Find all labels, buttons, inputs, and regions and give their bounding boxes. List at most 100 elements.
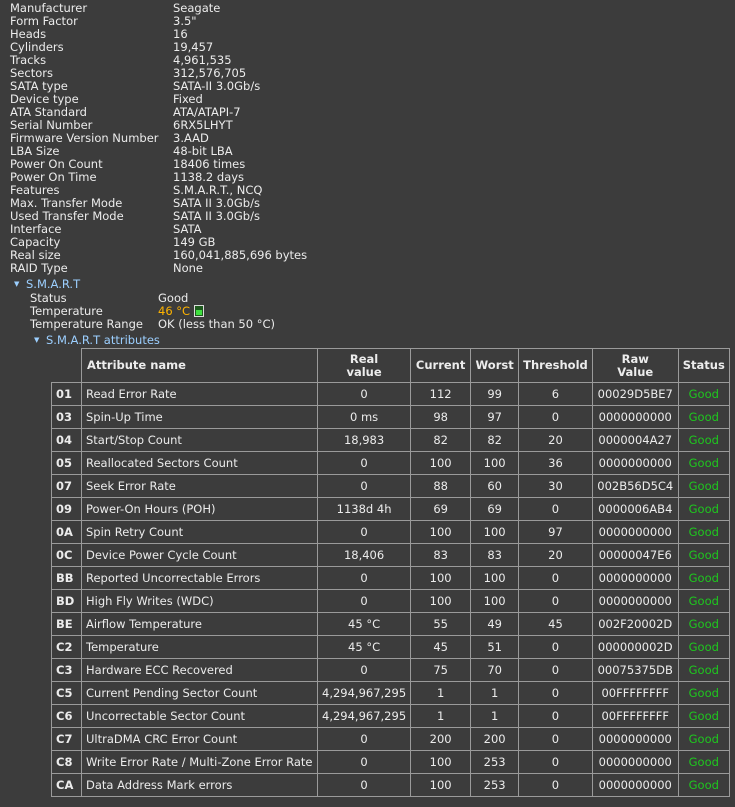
table-row[interactable]: C5 Current Pending Sector Count 4,294,967,… xyxy=(51,681,730,705)
property-value: 18406 times xyxy=(173,157,246,171)
raw-value: 0000004A27 xyxy=(591,428,679,452)
status-value: Good xyxy=(677,543,730,567)
header-current-text: Current xyxy=(415,358,466,372)
table-row[interactable]: 09 Power-On Hours (POH) 1138d 4h 69 69 0 00000… xyxy=(51,497,730,521)
table-row[interactable]: C2 Temperature 45 °C 45 51 0 000000002D Good xyxy=(51,635,730,659)
property-label: Interface xyxy=(10,222,62,236)
attribute-name: Device Power Cycle Count xyxy=(81,543,318,567)
header-real-value[interactable]: Real value xyxy=(316,348,412,383)
raw-value: 002B56D5C4 xyxy=(591,474,679,498)
smart-temperature-value-wrap: 46 °C xyxy=(158,305,205,318)
property-row: Capacity 149 GB xyxy=(0,236,735,249)
property-row: Serial Number 6RX5LHYT xyxy=(0,119,735,132)
status-value: Good xyxy=(677,428,730,452)
smart-attributes-header[interactable]: ▼ S.M.A.R.T attributes xyxy=(0,333,300,347)
table-row[interactable]: C6 Uncorrectable Sector Count 4,294,967,29… xyxy=(51,704,730,728)
property-value: SATA-II 3.0Gb/s xyxy=(173,79,261,93)
current-value: 1 xyxy=(410,681,472,705)
smart-status-value: Good xyxy=(158,291,189,305)
status-value: Good xyxy=(677,704,730,728)
header-attribute-name[interactable]: Attribute name xyxy=(81,348,318,383)
status-value: Good xyxy=(677,773,730,797)
worst-value: 49 xyxy=(470,612,520,636)
threshold-value: 45 xyxy=(518,612,593,636)
header-raw-value[interactable]: Raw Value xyxy=(591,348,679,383)
raw-value: 0000000000 xyxy=(591,451,679,475)
property-row: Sectors 312,576,705 xyxy=(0,67,735,80)
real-value: 0 ms xyxy=(316,405,412,429)
table-row[interactable]: C8 Write Error Rate / Multi-Zone Error Ra… xyxy=(51,750,730,774)
property-value: S.M.A.R.T., NCQ xyxy=(173,183,263,197)
raw-value: 0000006AB4 xyxy=(591,497,679,521)
smart-temperature-row: Temperature 46 °C xyxy=(0,305,400,318)
table-row[interactable]: 07 Seek Error Rate 0 88 60 30 002B56D5C4 Good xyxy=(51,474,730,498)
table-row[interactable]: 04 Start/Stop Count 18,983 82 82 20 0000004A27… xyxy=(51,428,730,452)
table-row[interactable]: C7 UltraDMA CRC Error Count 0 200 200 0 000000… xyxy=(51,727,730,751)
table-row[interactable]: BE Airflow Temperature 45 °C 55 49 45 002F2000… xyxy=(51,612,730,636)
real-value: 0 xyxy=(316,727,412,751)
table-row[interactable]: BB Reported Uncorrectable Errors 0 100 100 0 0… xyxy=(51,566,730,590)
real-value: 18,983 xyxy=(316,428,412,452)
table-row[interactable]: CA Data Address Mark errors 0 100 253 0 000000… xyxy=(51,773,730,797)
smart-temperature-range-row: Temperature Range OK (less than 50 °C) xyxy=(0,318,400,331)
collapse-arrow-icon[interactable]: ▼ xyxy=(34,336,40,344)
property-label: Real size xyxy=(10,248,61,262)
property-value: 48-bit LBA xyxy=(173,144,233,158)
raw-value: 0000000000 xyxy=(591,773,679,797)
real-value: 0 xyxy=(316,474,412,498)
attribute-name: Hardware ECC Recovered xyxy=(81,658,318,682)
attribute-id: C3 xyxy=(51,658,82,682)
property-label: LBA Size xyxy=(10,144,60,158)
real-value: 45 °C xyxy=(316,635,412,659)
raw-value: 0000000000 xyxy=(591,520,679,544)
current-value: 98 xyxy=(410,405,472,429)
status-value: Good xyxy=(677,635,730,659)
table-row[interactable]: 05 Reallocated Sectors Count 0 100 100 36 0000… xyxy=(51,451,730,475)
table-row[interactable]: 01 Read Error Rate 0 112 99 6 00029D5BE7 Good xyxy=(51,382,730,406)
real-value: 45 °C xyxy=(316,612,412,636)
attribute-name: Reallocated Sectors Count xyxy=(81,451,318,475)
worst-value: 69 xyxy=(470,497,520,521)
property-value: 1138.2 days xyxy=(173,170,245,184)
header-current[interactable]: Current xyxy=(410,348,472,383)
property-row: Manufacturer Seagate xyxy=(0,2,735,15)
header-threshold[interactable]: Threshold xyxy=(518,348,593,383)
header-status-text: Status xyxy=(682,358,725,372)
smart-section-label: S.M.A.R.T xyxy=(26,277,81,291)
header-real-line2: value xyxy=(346,364,382,379)
real-value: 18,406 xyxy=(316,543,412,567)
table-row[interactable]: BD High Fly Writes (WDC) 0 100 100 0 000000000… xyxy=(51,589,730,613)
header-raw-line2: Value xyxy=(617,364,654,379)
table-row[interactable]: 03 Spin-Up Time 0 ms 98 97 0 0000000000 Good xyxy=(51,405,730,429)
header-worst-text: Worst xyxy=(475,358,514,372)
real-value: 4,294,967,295 xyxy=(316,681,412,705)
property-value: 19,457 xyxy=(173,40,214,54)
table-row[interactable]: 0C Device Power Cycle Count 18,406 83 83 20 00… xyxy=(51,543,730,567)
header-status[interactable]: Status xyxy=(677,348,730,383)
table-row[interactable]: C3 Hardware ECC Recovered 0 75 70 0 00075375DB… xyxy=(51,658,730,682)
real-value: 0 xyxy=(316,773,412,797)
thermometer-icon xyxy=(194,305,205,317)
attribute-name: Temperature xyxy=(81,635,318,659)
header-threshold-text: Threshold xyxy=(523,358,588,372)
attribute-name: Spin-Up Time xyxy=(81,405,318,429)
worst-value: 99 xyxy=(470,382,520,406)
raw-value: 0000000000 xyxy=(591,750,679,774)
attribute-id: BE xyxy=(51,612,82,636)
threshold-value: 0 xyxy=(518,658,593,682)
property-label: Power On Time xyxy=(10,170,97,184)
smart-section-header[interactable]: ▼ S.M.A.R.T xyxy=(0,277,300,291)
current-value: 100 xyxy=(410,589,472,613)
worst-value: 1 xyxy=(470,681,520,705)
smart-status-label: Status xyxy=(30,291,67,305)
table-row[interactable]: 0A Spin Retry Count 0 100 100 97 0000000000 Goo… xyxy=(51,520,730,544)
smart-status-row: Status Good xyxy=(0,292,400,305)
current-value: 82 xyxy=(410,428,472,452)
property-row: SATA type SATA-II 3.0Gb/s xyxy=(0,80,735,93)
property-row: Interface SATA xyxy=(0,223,735,236)
header-worst[interactable]: Worst xyxy=(470,348,520,383)
property-label: Device type xyxy=(10,92,79,106)
status-value: Good xyxy=(677,658,730,682)
attribute-name: Power-On Hours (POH) xyxy=(81,497,318,521)
collapse-arrow-icon[interactable]: ▼ xyxy=(14,280,20,288)
